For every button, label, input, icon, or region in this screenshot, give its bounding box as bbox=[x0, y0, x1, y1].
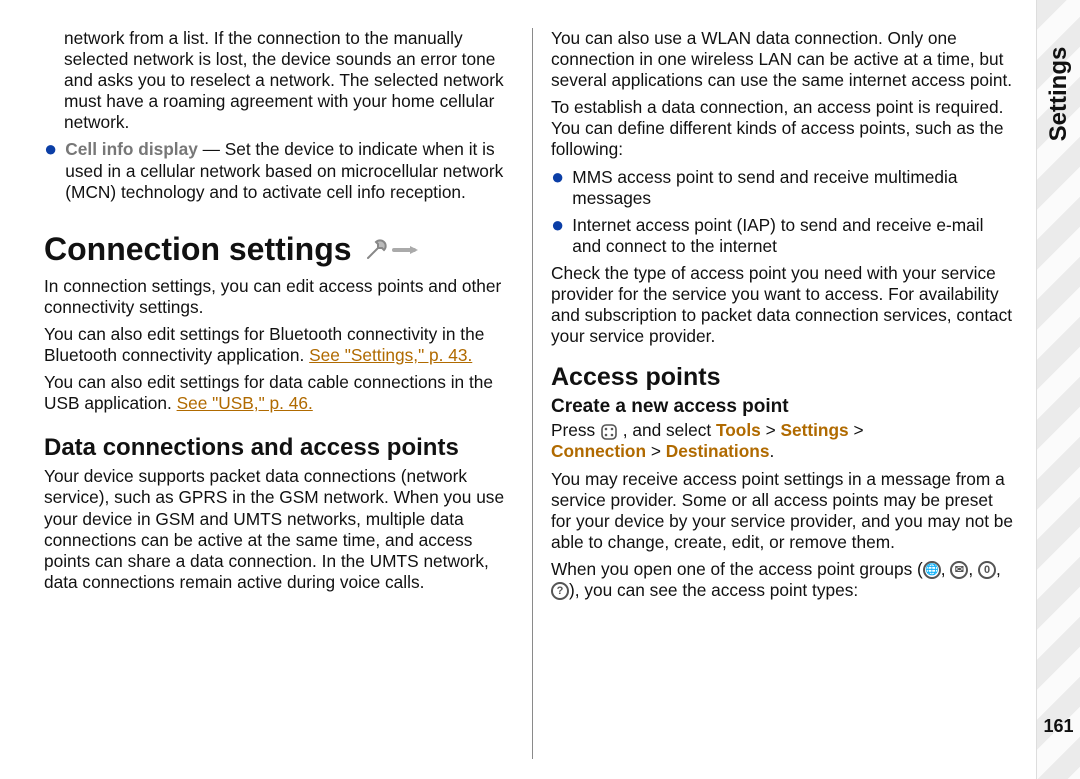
p-establish: To establish a data connection, an acces… bbox=[551, 97, 1014, 160]
left-column: network from a list. If the connection t… bbox=[44, 28, 508, 759]
p-receive-settings: You may receive access point settings in… bbox=[551, 469, 1014, 553]
side-tab: Settings 161 bbox=[1036, 0, 1080, 779]
nav-destinations: Destinations bbox=[666, 441, 770, 461]
nav-tools: Tools bbox=[716, 420, 761, 440]
group-icon-unknown: ? bbox=[551, 582, 569, 600]
nav-end: . bbox=[769, 441, 774, 461]
bullet-cell-info: ● Cell info display — Set the device to … bbox=[44, 139, 508, 202]
nav-settings: Settings bbox=[780, 420, 848, 440]
p-check-type: Check the type of access point you need … bbox=[551, 263, 1014, 347]
tools-icon bbox=[362, 234, 420, 264]
p-intro: In connection settings, you can edit acc… bbox=[44, 276, 508, 318]
nav-sep: > bbox=[761, 420, 781, 440]
bullet-label: Cell info display bbox=[65, 139, 198, 159]
page-number: 161 bbox=[1043, 716, 1073, 737]
group-icon-wap: 0 bbox=[978, 561, 996, 579]
p-nav-path: Press , and select Tools > Settings > Co… bbox=[551, 420, 1014, 462]
p-open-groups: When you open one of the access point gr… bbox=[551, 559, 1014, 601]
bullet-mms-text: MMS access point to send and receive mul… bbox=[572, 167, 1014, 209]
nav-mid: , and select bbox=[618, 420, 716, 440]
p5d: , bbox=[996, 559, 1001, 579]
group-icon-msg: ✉ bbox=[950, 561, 968, 579]
nav-prefix: Press bbox=[551, 420, 600, 440]
heading-data-connections: Data connections and access points bbox=[44, 434, 508, 462]
side-tab-label: Settings bbox=[1045, 47, 1073, 142]
p-packet-data: Your device supports packet data connect… bbox=[44, 466, 508, 593]
opening-paragraph: network from a list. If the connection t… bbox=[64, 28, 508, 133]
bullet-iap-text: Internet access point (IAP) to send and … bbox=[572, 215, 1014, 257]
p-usb: You can also edit settings for data cabl… bbox=[44, 372, 508, 414]
bullet-mms: ● MMS access point to send and receive m… bbox=[551, 167, 1014, 209]
group-icon-globe: 🌐 bbox=[923, 561, 941, 579]
bullet-dot-icon: ● bbox=[44, 139, 57, 202]
p5a: When you open one of the access point gr… bbox=[551, 559, 923, 579]
p5b: , bbox=[941, 559, 951, 579]
heading-connection-settings: Connection settings bbox=[44, 231, 508, 268]
manual-page: network from a list. If the connection t… bbox=[0, 0, 1036, 779]
p-bluetooth: You can also edit settings for Bluetooth… bbox=[44, 324, 508, 366]
menu-key-icon bbox=[600, 423, 618, 441]
p5c: , bbox=[968, 559, 978, 579]
nav-connection: Connection bbox=[551, 441, 646, 461]
bullet-iap: ● Internet access point (IAP) to send an… bbox=[551, 215, 1014, 257]
h1-text: Connection settings bbox=[44, 231, 352, 268]
bullet-dot-icon: ● bbox=[551, 167, 564, 209]
right-column: You can also use a WLAN data connection.… bbox=[532, 28, 1014, 759]
nav-sep: > bbox=[646, 441, 666, 461]
bullet-text: Cell info display — Set the device to in… bbox=[65, 139, 508, 202]
p-wlan: You can also use a WLAN data connection.… bbox=[551, 28, 1014, 91]
heading-access-points: Access points bbox=[551, 363, 1014, 392]
link-usb-p46[interactable]: See "USB," p. 46. bbox=[177, 393, 313, 413]
p5e: ), you can see the access point types: bbox=[569, 580, 858, 600]
heading-create-ap: Create a new access point bbox=[551, 396, 1014, 418]
bullet-dot-icon: ● bbox=[551, 215, 564, 257]
link-settings-p43[interactable]: See "Settings," p. 43. bbox=[309, 345, 472, 365]
nav-sep: > bbox=[849, 420, 864, 440]
